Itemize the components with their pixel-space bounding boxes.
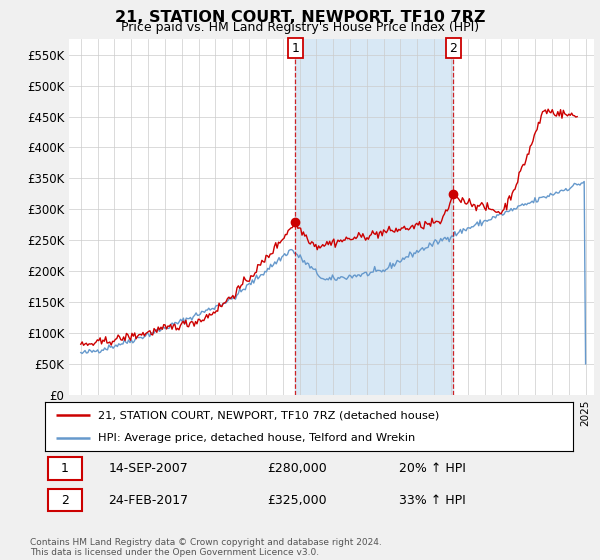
Text: 21, STATION COURT, NEWPORT, TF10 7RZ: 21, STATION COURT, NEWPORT, TF10 7RZ xyxy=(115,10,485,25)
FancyBboxPatch shape xyxy=(47,489,82,511)
Text: Price paid vs. HM Land Registry's House Price Index (HPI): Price paid vs. HM Land Registry's House … xyxy=(121,21,479,34)
Text: 2: 2 xyxy=(449,41,457,54)
Text: 21, STATION COURT, NEWPORT, TF10 7RZ (detached house): 21, STATION COURT, NEWPORT, TF10 7RZ (de… xyxy=(98,410,439,421)
Bar xyxy=(295,39,454,395)
Text: HPI: Average price, detached house, Telford and Wrekin: HPI: Average price, detached house, Telf… xyxy=(98,433,415,444)
Text: 2: 2 xyxy=(61,493,69,507)
Text: 14-SEP-2007: 14-SEP-2007 xyxy=(109,462,188,475)
FancyBboxPatch shape xyxy=(47,458,82,480)
Text: 33% ↑ HPI: 33% ↑ HPI xyxy=(399,493,466,507)
Text: 24-FEB-2017: 24-FEB-2017 xyxy=(109,493,188,507)
Text: 1: 1 xyxy=(292,41,299,54)
Text: £325,000: £325,000 xyxy=(267,493,326,507)
Text: Contains HM Land Registry data © Crown copyright and database right 2024.
This d: Contains HM Land Registry data © Crown c… xyxy=(30,538,382,557)
Text: 20% ↑ HPI: 20% ↑ HPI xyxy=(399,462,466,475)
Text: 1: 1 xyxy=(61,462,69,475)
Text: £280,000: £280,000 xyxy=(267,462,326,475)
